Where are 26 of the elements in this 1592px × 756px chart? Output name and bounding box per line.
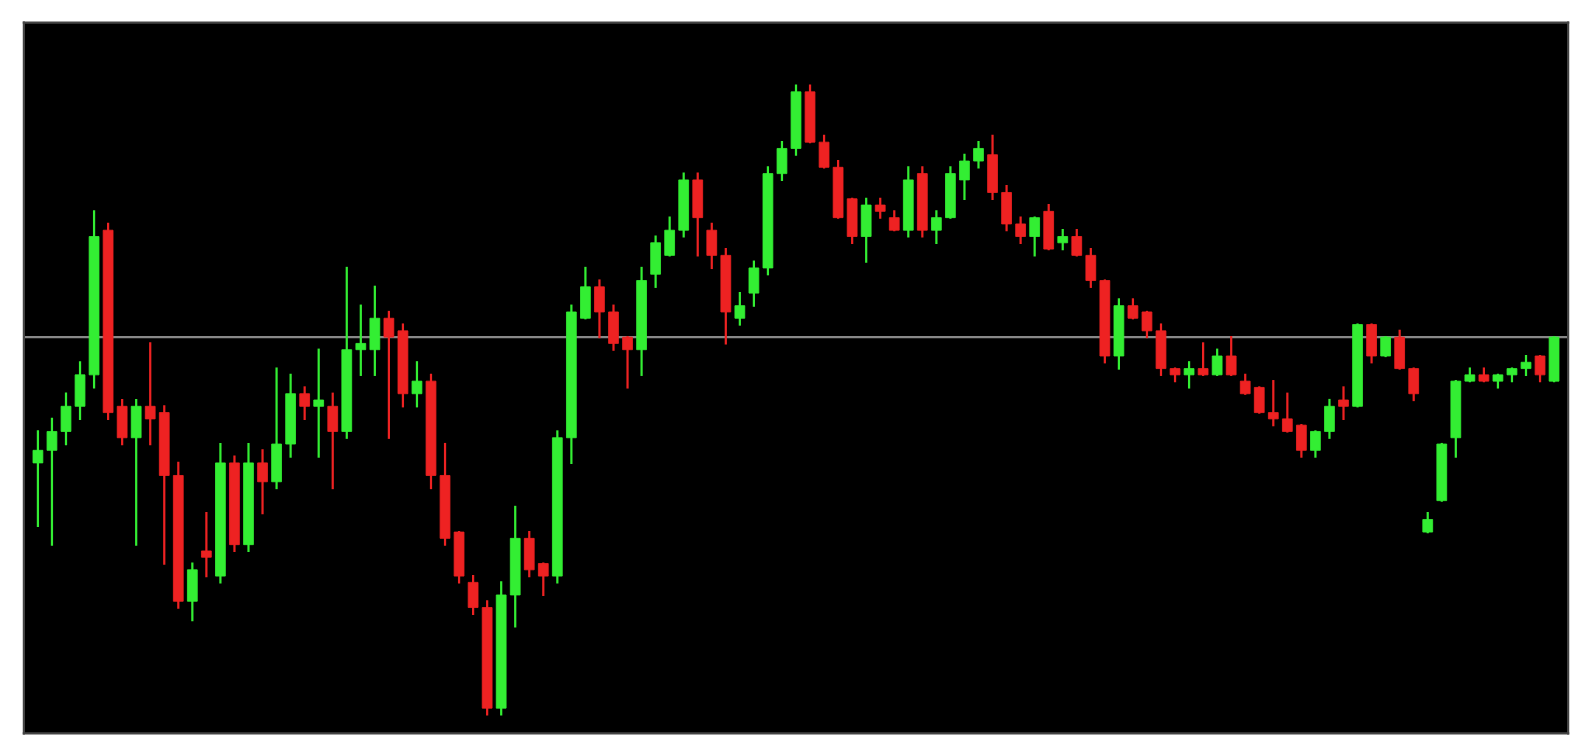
candlestick	[1197, 342, 1209, 376]
candlestick	[1380, 336, 1391, 358]
candlestick	[888, 210, 900, 232]
candlestick	[313, 348, 325, 458]
candlestick	[187, 562, 198, 622]
candlestick	[1548, 336, 1560, 383]
candlestick	[299, 386, 310, 420]
candlestick	[860, 197, 872, 263]
candlestick	[411, 361, 423, 408]
candlestick	[1043, 203, 1055, 251]
candlestick	[1057, 229, 1069, 251]
candlestick	[692, 172, 704, 257]
candlestick	[874, 197, 886, 219]
candlestick	[257, 449, 268, 515]
candlestick	[1338, 386, 1349, 420]
candlestick	[1534, 354, 1546, 383]
candlestick	[734, 291, 746, 326]
candlestick	[327, 392, 339, 490]
candlestick	[1029, 216, 1040, 257]
candlestick	[130, 398, 142, 546]
candlestick	[1422, 512, 1434, 534]
candlestick	[1183, 361, 1195, 389]
candlestick	[1366, 323, 1377, 364]
candlestick	[1225, 336, 1237, 376]
candlestick	[201, 512, 212, 578]
candlestick	[1211, 348, 1223, 376]
